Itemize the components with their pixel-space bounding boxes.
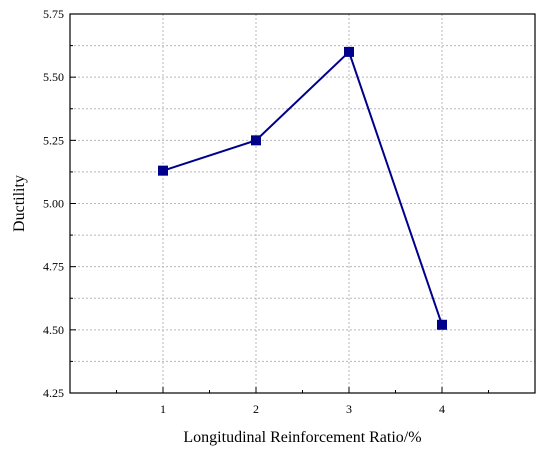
y-axis-title: Ductility (11, 175, 28, 232)
y-tick-label: 4.75 (43, 260, 64, 274)
x-tick-label: 2 (253, 402, 259, 416)
x-axis-title: Longitudinal Reinforcement Ratio/% (183, 429, 421, 446)
data-point-marker (251, 135, 261, 146)
data-point-marker (158, 165, 168, 176)
y-tick-label: 4.50 (43, 323, 64, 337)
y-tick-labels: 4.25 4.50 4.75 5.00 5.25 5.50 5.75 (43, 7, 64, 400)
x-tick-label: 1 (160, 402, 166, 416)
y-tick-label: 5.00 (43, 197, 64, 211)
data-series (158, 46, 447, 330)
grid-lines (70, 14, 535, 393)
x-tick-label: 4 (439, 402, 445, 416)
axis-ticks (70, 13, 489, 394)
y-tick-label: 5.50 (43, 70, 64, 84)
x-tick-label: 3 (346, 402, 352, 416)
series-line (162, 50, 443, 326)
y-tick-label: 5.75 (43, 7, 64, 21)
x-tick-labels: 1 2 3 4 (160, 402, 445, 416)
data-point-marker (437, 319, 447, 330)
y-tick-label: 4.25 (43, 386, 64, 400)
y-tick-label: 5.25 (43, 133, 64, 147)
data-point-marker (344, 46, 354, 57)
